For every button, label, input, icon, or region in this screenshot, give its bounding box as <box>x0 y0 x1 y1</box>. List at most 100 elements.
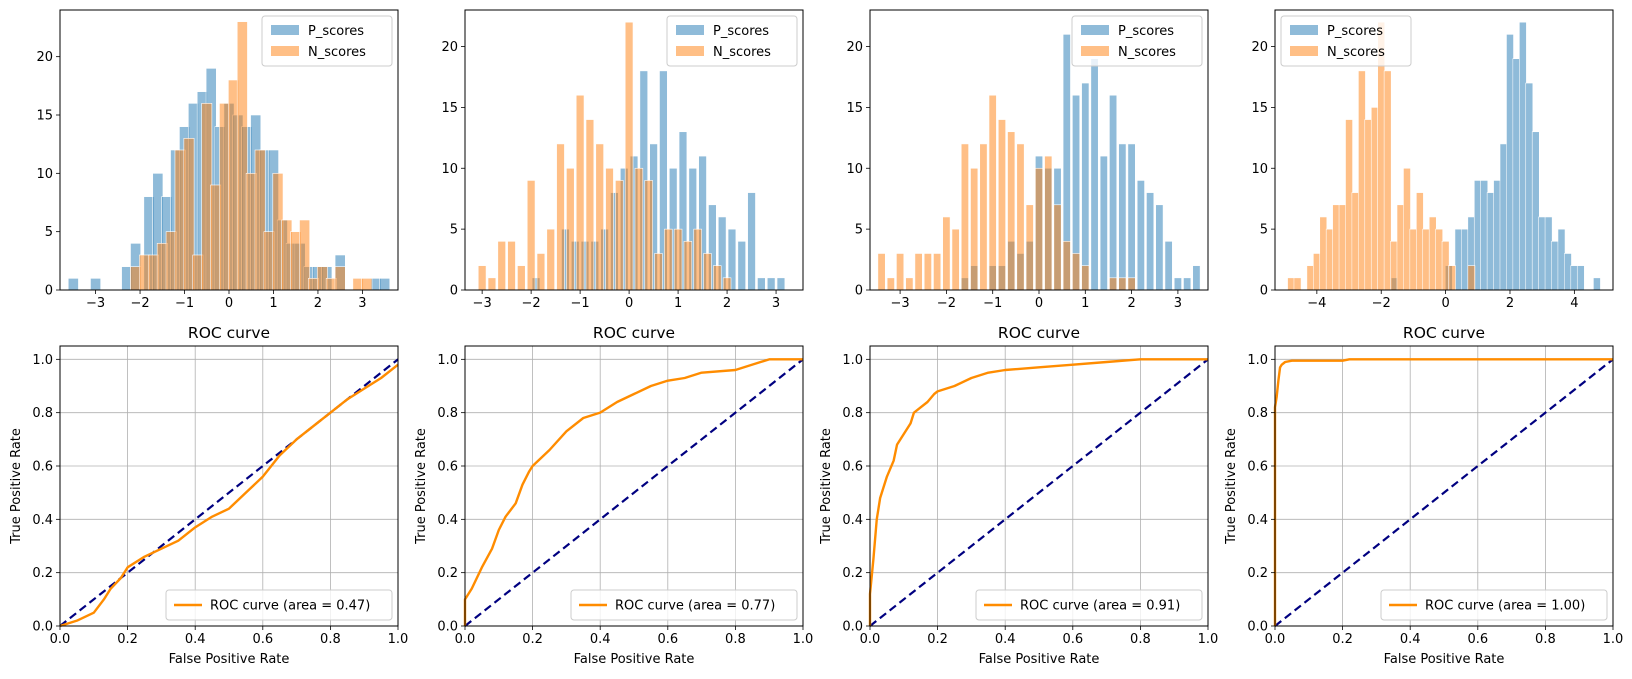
y-tick-label: 10 <box>846 162 863 177</box>
histogram-bar <box>595 143 604 291</box>
histogram-bar <box>361 278 373 291</box>
y-tick-label: 0.2 <box>1247 566 1268 581</box>
legend-frame <box>1380 589 1608 621</box>
x-tick-label: 3 <box>1174 296 1182 311</box>
x-tick-label: −3 <box>473 296 492 311</box>
y-tick-label: 5 <box>450 223 458 238</box>
histogram-bar <box>1146 192 1155 291</box>
histogram-bar <box>1287 277 1295 291</box>
histogram-bar <box>1183 277 1192 291</box>
histogram-bar <box>1062 241 1071 291</box>
histogram-bar <box>703 253 712 291</box>
y-tick-label: 1.0 <box>32 353 53 368</box>
histogram-bar <box>556 143 565 291</box>
histogram-bar <box>1486 192 1495 291</box>
roc-panel-4: 0.0 0.2 0.4 0.6 0.8 1.0 0.0 0.2 0.4 0.6 0.8 1.0 ROC … <box>1224 324 1623 667</box>
x-tick-label: 0.6 <box>657 632 678 647</box>
y-tick-label: 5 <box>855 223 863 238</box>
histogram-bar <box>1576 265 1585 291</box>
x-tick-label: −1 <box>175 296 194 311</box>
y-tick-label: 15 <box>1251 101 1268 116</box>
x-tick-label: 1.0 <box>1603 632 1624 647</box>
histogram-bar <box>970 167 979 291</box>
histogram-bar <box>1390 241 1398 291</box>
x-tick-label: −2 <box>937 296 956 311</box>
histogram-bar <box>1127 277 1136 291</box>
histogram-bar <box>693 228 702 291</box>
histogram-bar <box>1192 265 1201 291</box>
histogram-bar <box>1173 277 1182 291</box>
x-axis-label: False Positive Rate <box>169 652 290 667</box>
histogram-bar <box>713 265 722 291</box>
y-tick-label: 15 <box>846 101 863 116</box>
histogram-bar <box>722 277 732 291</box>
histogram-bar <box>1480 180 1489 291</box>
histogram-bar <box>1525 82 1534 291</box>
x-tick-label: 2 <box>1506 296 1514 311</box>
histogram-bar <box>997 119 1006 291</box>
y-tick-label: 0.0 <box>32 620 53 635</box>
plot-title: ROC curve <box>998 324 1080 342</box>
x-tick-label: 0.4 <box>995 632 1016 647</box>
roc-panel-3: 0.0 0.2 0.4 0.6 0.8 1.0 0.0 0.2 0.4 0.6 0.8 1.0 ROC … <box>819 324 1218 667</box>
chance-line <box>59 358 399 627</box>
histogram-bar <box>507 241 516 291</box>
x-tick-label: 0.8 <box>320 632 341 647</box>
y-tick-label: 0.8 <box>437 406 458 421</box>
histogram-bar <box>1448 265 1456 291</box>
y-tick-label: 0 <box>45 284 53 299</box>
roc-line <box>1273 358 1613 626</box>
x-tick-label: −1 <box>983 296 1002 311</box>
y-tick-label: 0 <box>1260 284 1268 299</box>
axes-frame <box>464 9 804 291</box>
y-tick-label: 0.0 <box>1247 620 1268 635</box>
histogram-bar <box>942 216 951 291</box>
x-tick-label: 1.0 <box>388 632 409 647</box>
chance-line <box>1274 358 1614 627</box>
y-tick-label: 5 <box>45 225 53 240</box>
roc-panel-1: 0.0 0.2 0.4 0.6 0.8 1.0 0.0 0.2 0.4 0.6 0.8 1.0 ROC … <box>9 324 408 667</box>
x-tick-label: 2 <box>723 296 731 311</box>
legend: ROC curve (area = 0.47) <box>165 589 393 621</box>
histogram-bar <box>379 278 391 291</box>
x-tick-label: 0.4 <box>590 632 611 647</box>
histogram-bar <box>1473 180 1482 291</box>
x-tick-label: −4 <box>1307 296 1326 311</box>
histogram-bar <box>1293 277 1302 291</box>
histogram-bar <box>566 167 575 291</box>
histogram-bar <box>1396 204 1405 291</box>
histogram-bar <box>923 253 932 291</box>
plot-title: ROC curve <box>1403 324 1485 342</box>
histogram-bar <box>1519 21 1527 291</box>
y-tick-label: 0.4 <box>32 513 53 528</box>
histogram-bar <box>1313 253 1321 291</box>
series-N_scores <box>1287 21 1476 291</box>
x-tick-label: 0.8 <box>725 632 746 647</box>
y-tick-label: 0.4 <box>1247 513 1268 528</box>
legend-swatch <box>271 25 299 35</box>
y-tick-label: 20 <box>36 50 53 65</box>
histogram-bar <box>776 277 786 291</box>
histogram-bar <box>585 119 595 291</box>
legend: ROC curve (area = 0.91) <box>975 589 1203 621</box>
chance-line <box>869 358 1209 627</box>
legend-label: P_scores <box>1118 24 1174 39</box>
y-tick-label: 0.6 <box>437 460 458 475</box>
histogram-bar <box>757 277 766 291</box>
histogram-bar <box>1564 253 1572 291</box>
histogram-bar <box>1118 143 1127 291</box>
legend-label: P_scores <box>713 24 769 39</box>
histogram-bar <box>747 192 756 291</box>
y-tick-label: 0.4 <box>437 513 458 528</box>
x-tick-label: 2 <box>1127 296 1135 311</box>
legend-label: ROC curve (area = 0.91) <box>1020 599 1180 614</box>
histogram-bar <box>497 241 506 291</box>
histogram-bar <box>1053 204 1062 291</box>
histogram-bar <box>654 253 663 291</box>
y-tick-label: 0.2 <box>842 566 863 581</box>
histogram-bar <box>979 143 988 291</box>
histogram-panel-4: −4 −2 0 2 4 0 5 10 15 20 P_scores N_scores <box>1251 9 1614 311</box>
histogram-bar <box>933 253 942 291</box>
histogram-bar <box>1306 265 1315 291</box>
chance-line <box>464 358 804 627</box>
